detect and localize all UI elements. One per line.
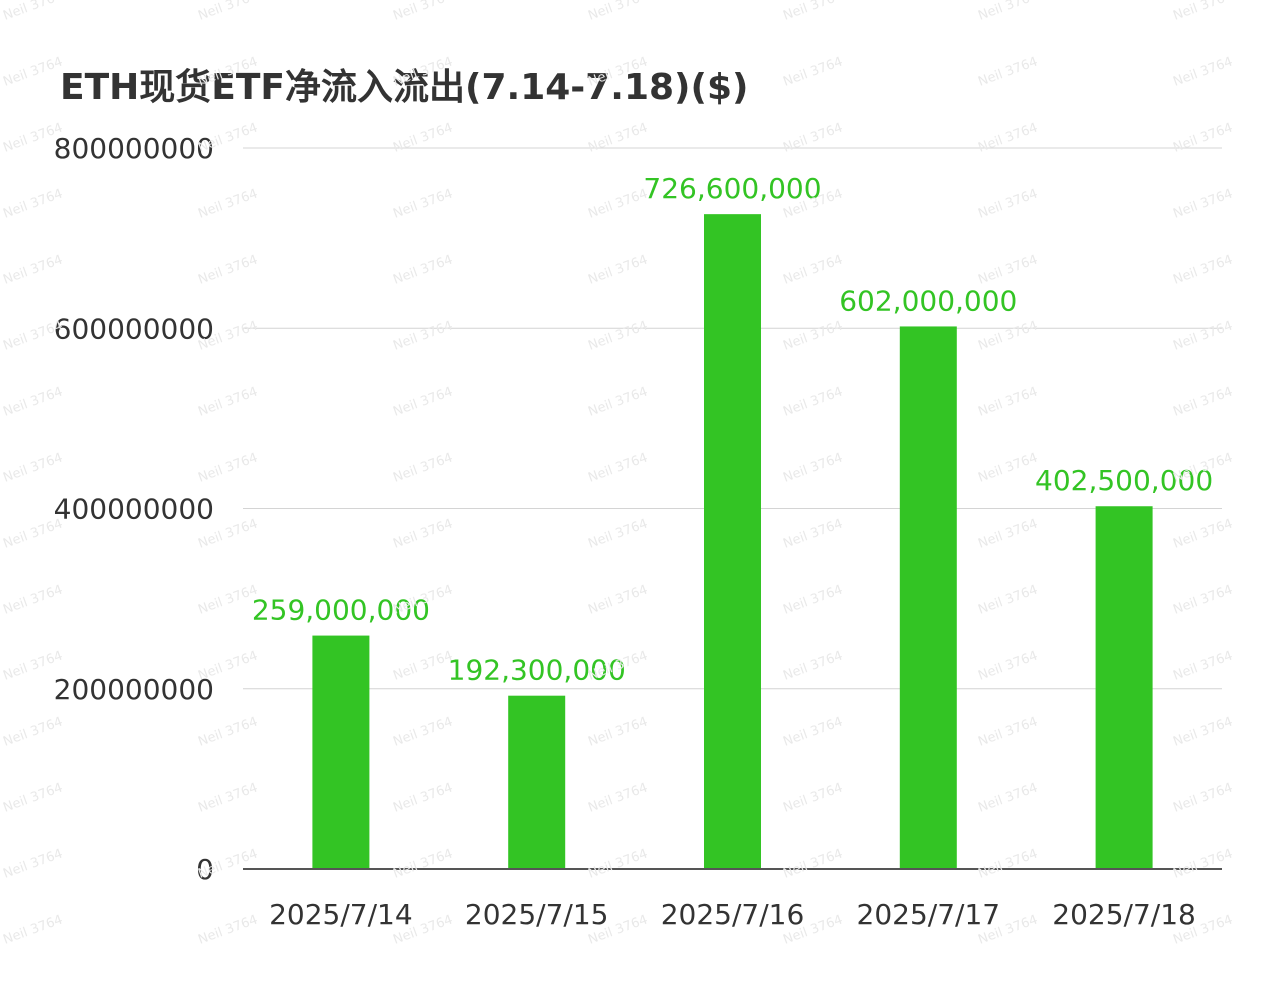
y-tick-label: 0 [196, 853, 214, 886]
x-tick-label: 2025/7/16 [661, 898, 805, 931]
x-tick-label: 2025/7/18 [1052, 898, 1196, 931]
bar [508, 695, 566, 869]
bar [1095, 506, 1153, 869]
y-tick-label: 800000000 [54, 132, 214, 165]
bar [704, 214, 761, 870]
x-tick-label: 2025/7/17 [857, 898, 1001, 931]
x-tick-label: 2025/7/15 [465, 898, 609, 931]
y-tick-label: 600000000 [54, 312, 214, 345]
data-label: 192,300,000 [448, 654, 626, 687]
y-axis-ticks: 0 200000000 400000000 600000000 800000000 [54, 132, 214, 886]
data-label: 602,000,000 [839, 284, 1017, 317]
data-label: 726,600,000 [643, 172, 821, 205]
data-labels: 259,000,000 192,300,000 726,600,000 602,000… [252, 172, 1213, 687]
data-label: 402,500,000 [1035, 464, 1213, 497]
bar [899, 326, 957, 869]
data-label: 259,000,000 [252, 594, 430, 627]
y-tick-label: 400000000 [54, 493, 214, 526]
chart-title: ETH现货ETF净流入流出(7.14-7.18)($) [60, 67, 749, 108]
bars [312, 214, 1153, 870]
x-axis-ticks: 2025/7/14 2025/7/15 2025/7/16 2025/7/17 2025… [269, 898, 1196, 931]
x-tick-label: 2025/7/14 [269, 898, 413, 931]
bar [312, 635, 370, 869]
y-tick-label: 200000000 [54, 673, 214, 706]
